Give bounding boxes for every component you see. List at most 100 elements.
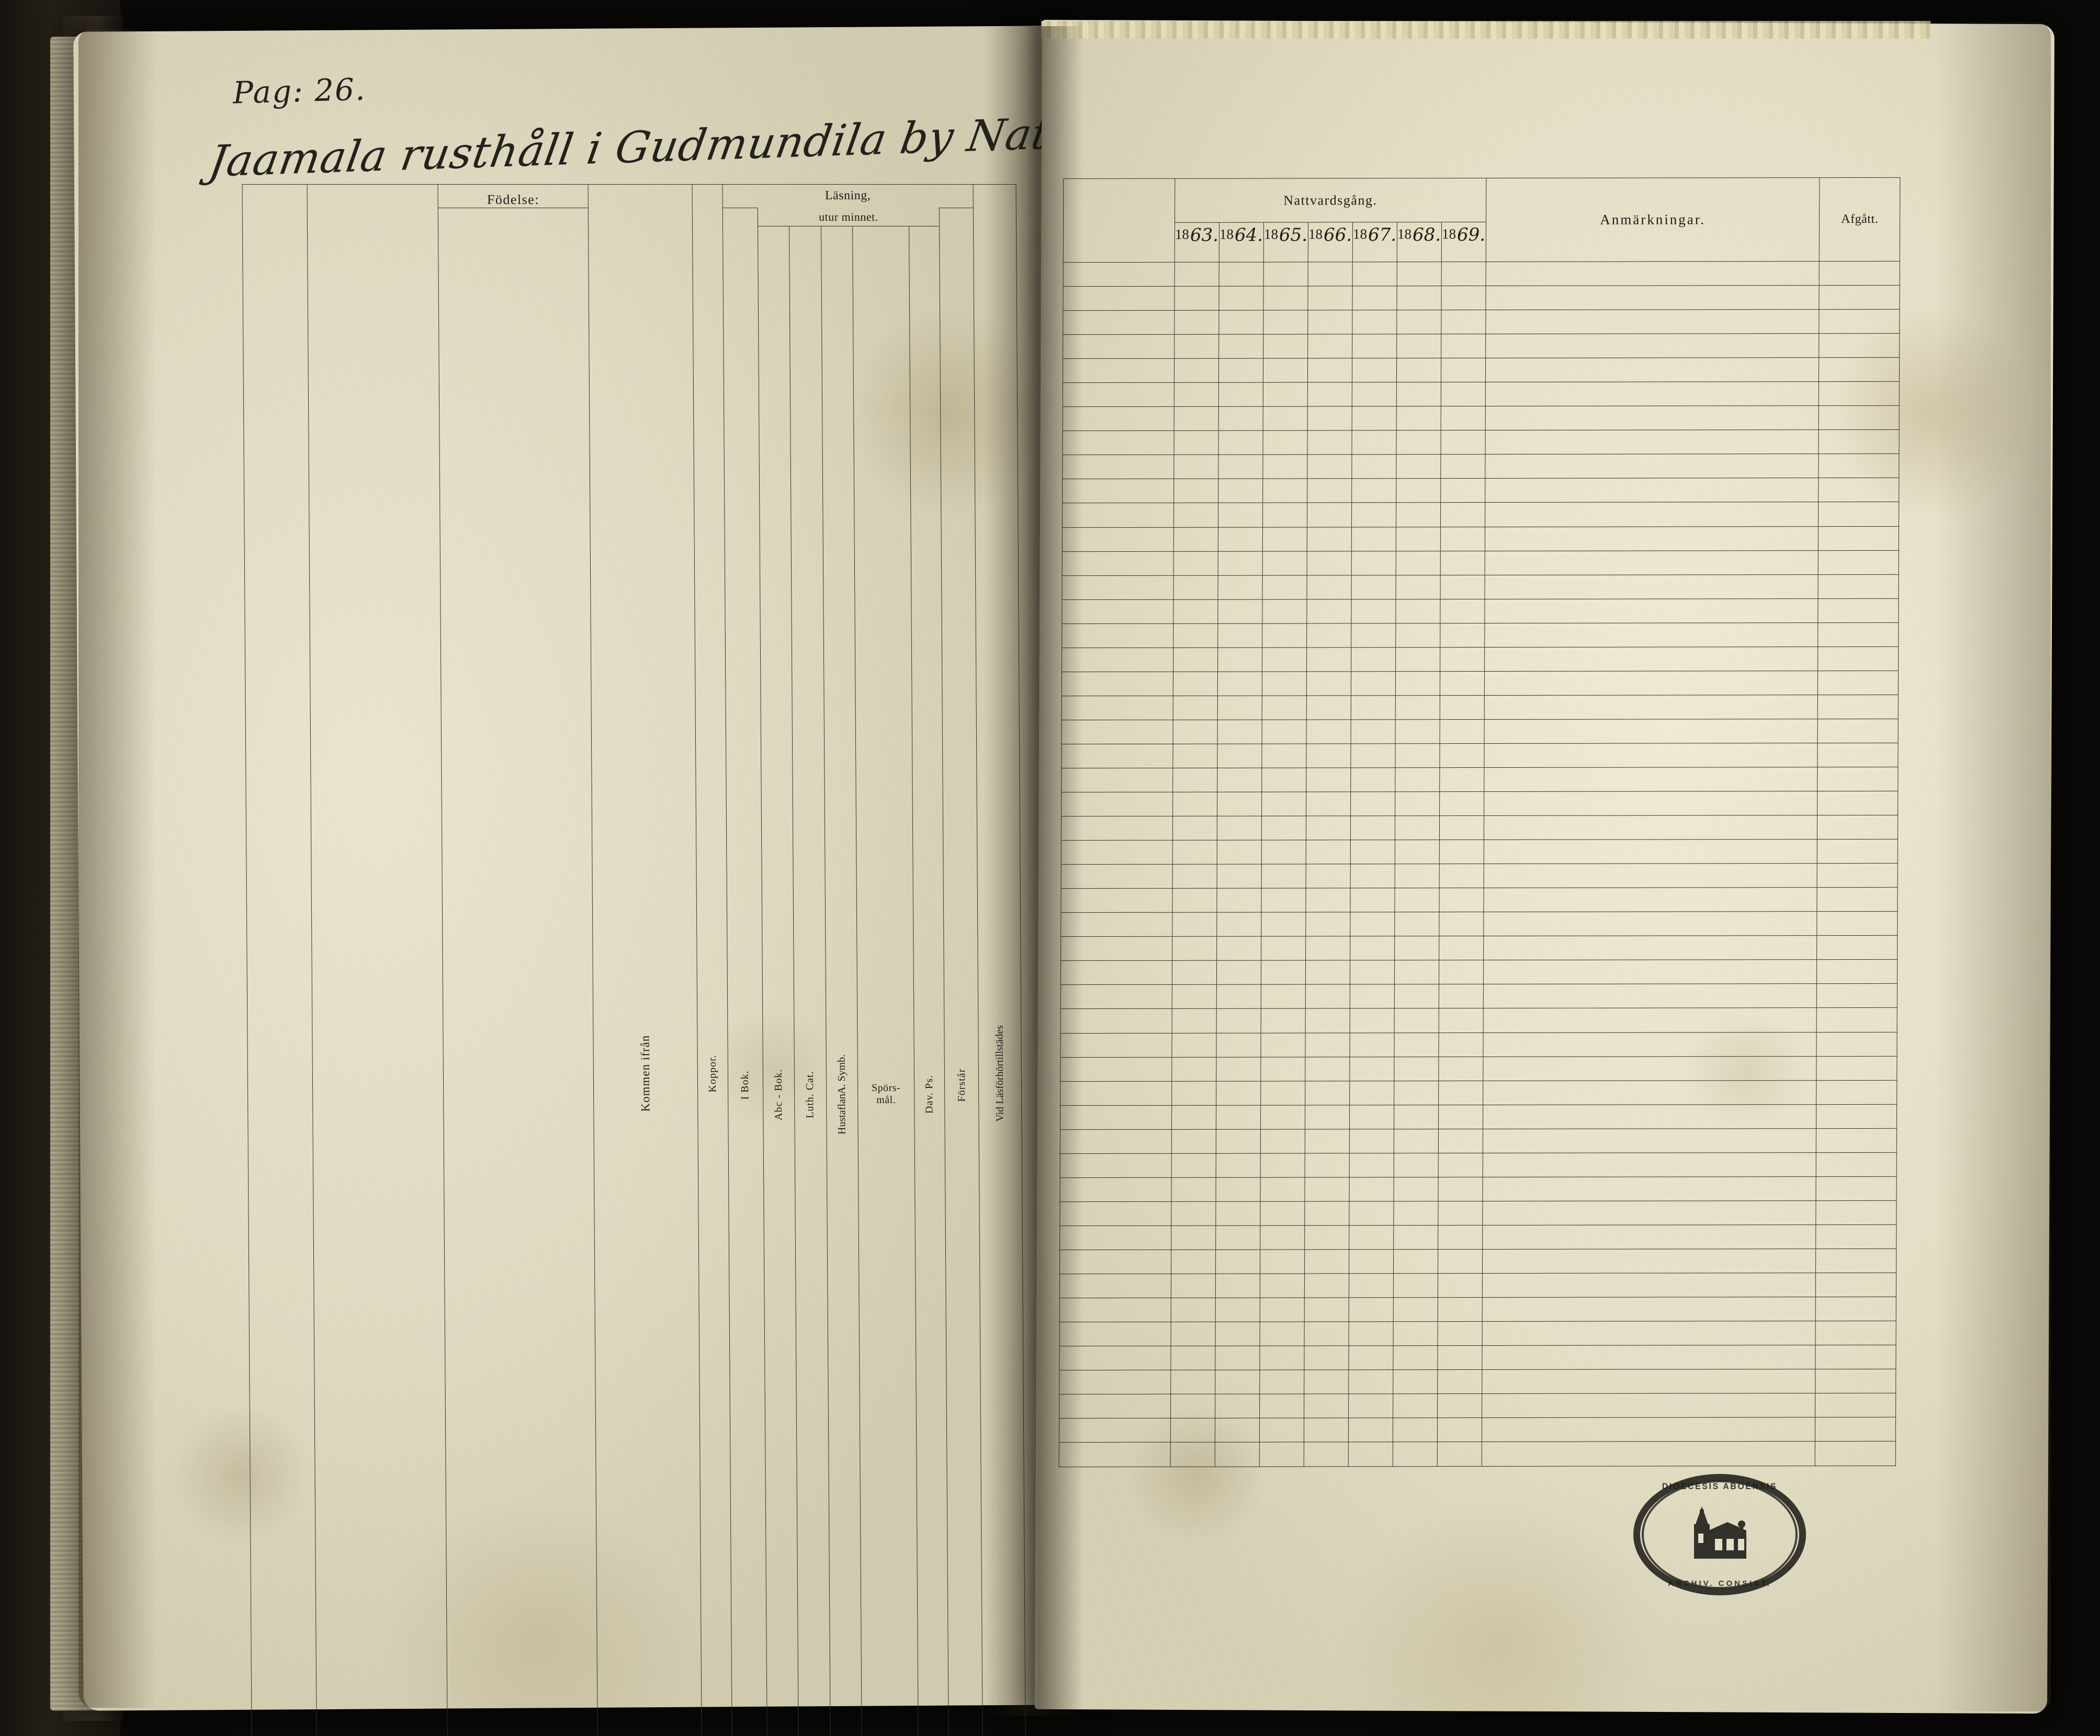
right-cell[interactable] xyxy=(1818,574,1899,599)
right-cell[interactable] xyxy=(1170,1418,1215,1443)
right-cell[interactable] xyxy=(1218,455,1263,479)
table-row[interactable] xyxy=(1059,1441,1896,1467)
right-cell[interactable] xyxy=(1395,551,1440,575)
right-cell[interactable] xyxy=(1262,551,1307,575)
right-cell[interactable] xyxy=(1171,960,1217,985)
right-cell[interactable] xyxy=(1437,1369,1482,1394)
right-cell[interactable] xyxy=(1484,815,1817,840)
right-cell[interactable] xyxy=(1441,358,1486,382)
right-cell[interactable] xyxy=(1174,334,1219,359)
table-row[interactable] xyxy=(1059,1224,1896,1250)
right-cell[interactable] xyxy=(1307,479,1352,503)
right-cell[interactable] xyxy=(1173,575,1218,599)
right-cell[interactable] xyxy=(1172,936,1217,961)
right-cell[interactable] xyxy=(1173,647,1218,672)
right-cell[interactable] xyxy=(1061,840,1172,865)
right-cell[interactable] xyxy=(1174,262,1219,287)
table-row[interactable] xyxy=(1063,405,1900,431)
right-cell[interactable] xyxy=(1439,671,1485,696)
right-cell[interactable] xyxy=(1263,262,1308,287)
right-cell[interactable] xyxy=(1172,671,1218,696)
right-cell[interactable] xyxy=(1217,719,1262,744)
right-cell[interactable] xyxy=(1060,1153,1171,1178)
right-cell[interactable] xyxy=(1819,261,1900,286)
table-row[interactable] xyxy=(1062,598,1899,624)
right-cell[interactable] xyxy=(1483,1008,1817,1032)
right-cell[interactable] xyxy=(1173,503,1218,527)
table-row[interactable] xyxy=(1060,1152,1897,1178)
right-cell[interactable] xyxy=(1217,671,1262,696)
right-cell[interactable] xyxy=(1440,406,1486,430)
right-cell[interactable] xyxy=(1171,1153,1216,1178)
right-cell[interactable] xyxy=(1173,551,1218,575)
right-cell[interactable] xyxy=(1817,719,1899,743)
table-row[interactable] xyxy=(1062,695,1899,720)
right-cell[interactable] xyxy=(1305,1057,1350,1081)
right-cell[interactable] xyxy=(1304,1249,1349,1274)
right-cell[interactable] xyxy=(1351,382,1397,407)
right-cell[interactable] xyxy=(1262,527,1307,551)
right-cell[interactable] xyxy=(1062,551,1173,576)
right-cell[interactable] xyxy=(1440,502,1485,527)
right-cell[interactable] xyxy=(1351,479,1396,503)
right-cell[interactable] xyxy=(1348,1393,1393,1419)
right-cell[interactable] xyxy=(1060,984,1172,1009)
right-cell[interactable] xyxy=(1352,286,1397,310)
right-cell[interactable] xyxy=(1396,286,1441,310)
right-cell[interactable] xyxy=(1393,1297,1438,1322)
right-cell[interactable] xyxy=(1439,743,1484,768)
right-cell[interactable] xyxy=(1261,671,1307,696)
right-cell[interactable] xyxy=(1062,672,1173,696)
right-cell[interactable] xyxy=(1306,623,1351,648)
right-cell[interactable] xyxy=(1485,502,1819,527)
right-cell[interactable] xyxy=(1815,1369,1896,1393)
right-cell[interactable] xyxy=(1483,863,1817,888)
right-cell[interactable] xyxy=(1816,983,1898,1008)
right-cell[interactable] xyxy=(1350,719,1395,744)
right-cell[interactable] xyxy=(1484,598,1819,623)
table-row[interactable] xyxy=(1062,478,1899,504)
right-cell[interactable] xyxy=(1174,310,1219,335)
right-cell[interactable] xyxy=(1351,647,1396,672)
right-cell[interactable] xyxy=(1305,864,1350,889)
right-cell[interactable] xyxy=(1815,1249,1896,1273)
right-cell[interactable] xyxy=(1307,430,1352,455)
right-cell[interactable] xyxy=(1394,1081,1439,1105)
right-cell[interactable] xyxy=(1438,1105,1483,1129)
right-cell[interactable] xyxy=(1216,840,1261,865)
right-cell[interactable] xyxy=(1062,623,1173,648)
right-cell[interactable] xyxy=(1306,575,1351,599)
right-cell[interactable] xyxy=(1259,1346,1304,1370)
right-cell[interactable] xyxy=(1306,599,1351,623)
right-cell[interactable] xyxy=(1483,1128,1816,1153)
right-cell[interactable] xyxy=(1482,1176,1816,1201)
right-cell[interactable] xyxy=(1350,815,1395,840)
right-cell[interactable] xyxy=(1173,430,1218,455)
right-cell[interactable] xyxy=(1484,719,1818,744)
right-cell[interactable] xyxy=(1394,984,1439,1009)
right-cell[interactable] xyxy=(1262,647,1307,672)
right-cell[interactable] xyxy=(1352,262,1397,286)
right-cell[interactable] xyxy=(1440,430,1485,455)
right-cell[interactable] xyxy=(1260,1032,1305,1057)
right-cell[interactable] xyxy=(1061,792,1173,816)
right-cell[interactable] xyxy=(1307,310,1352,335)
right-cell[interactable] xyxy=(1439,864,1484,888)
right-cell[interactable] xyxy=(1217,768,1262,792)
right-cell[interactable] xyxy=(1350,791,1395,816)
right-cell[interactable] xyxy=(1394,912,1439,937)
right-cell[interactable] xyxy=(1395,623,1440,648)
right-cell[interactable] xyxy=(1395,527,1441,551)
right-cell[interactable] xyxy=(1172,888,1217,913)
right-cell[interactable] xyxy=(1483,1080,1817,1105)
right-cell[interactable] xyxy=(1170,1298,1215,1322)
right-cell[interactable] xyxy=(1262,623,1307,648)
right-cell[interactable] xyxy=(1437,1417,1482,1442)
table-row[interactable] xyxy=(1063,333,1900,359)
right-cell[interactable] xyxy=(1261,864,1306,889)
right-cell[interactable] xyxy=(1172,792,1217,816)
right-cell[interactable] xyxy=(1349,1153,1394,1177)
right-cell[interactable] xyxy=(1351,430,1396,455)
table-row[interactable] xyxy=(1063,357,1900,383)
right-cell[interactable] xyxy=(1350,695,1395,720)
